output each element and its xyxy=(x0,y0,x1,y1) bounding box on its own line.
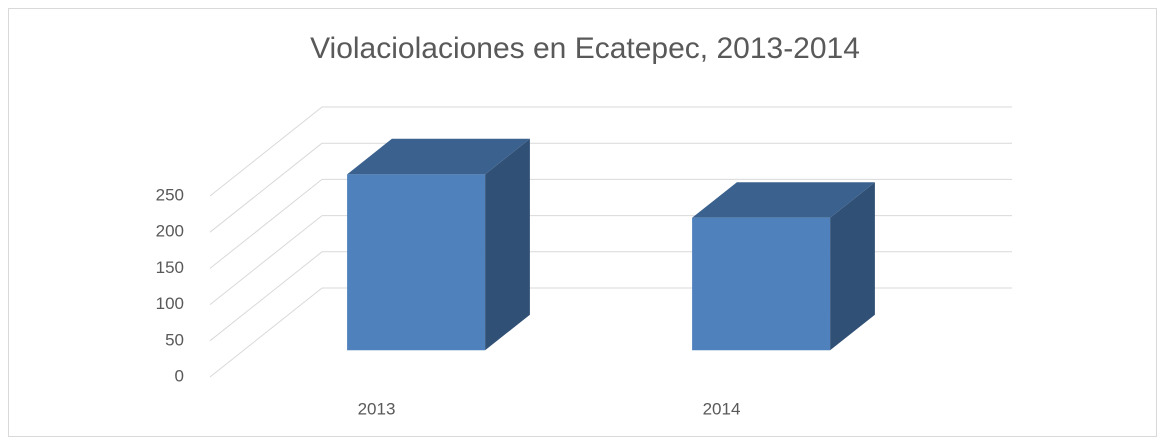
y-tick-label: 200 xyxy=(156,222,184,241)
bar-top xyxy=(692,182,875,218)
chart-title: Violaciolaciones en Ecatepec, 2013-2014 xyxy=(310,32,860,65)
x-tick-label: 2014 xyxy=(703,399,741,418)
grid-line xyxy=(209,287,323,378)
bar-top xyxy=(347,138,530,175)
y-tick-label: 50 xyxy=(165,330,184,349)
bar xyxy=(692,182,875,351)
y-tick-label: 250 xyxy=(156,185,184,204)
x-tick-label: 2013 xyxy=(358,399,396,418)
grid-line xyxy=(209,179,323,269)
chart-border xyxy=(8,8,1157,437)
grid-line xyxy=(209,215,323,305)
y-tick-label: 150 xyxy=(156,258,184,277)
bar-front xyxy=(347,174,486,351)
bar-front xyxy=(692,217,831,351)
bar-side xyxy=(485,138,530,351)
y-tick-label: 0 xyxy=(175,366,184,385)
grid-line xyxy=(209,142,323,233)
grid-line xyxy=(209,106,323,197)
y-tick-label: 100 xyxy=(156,294,184,313)
bar-side xyxy=(830,182,875,351)
bar xyxy=(347,138,530,351)
grid-line xyxy=(209,251,323,342)
